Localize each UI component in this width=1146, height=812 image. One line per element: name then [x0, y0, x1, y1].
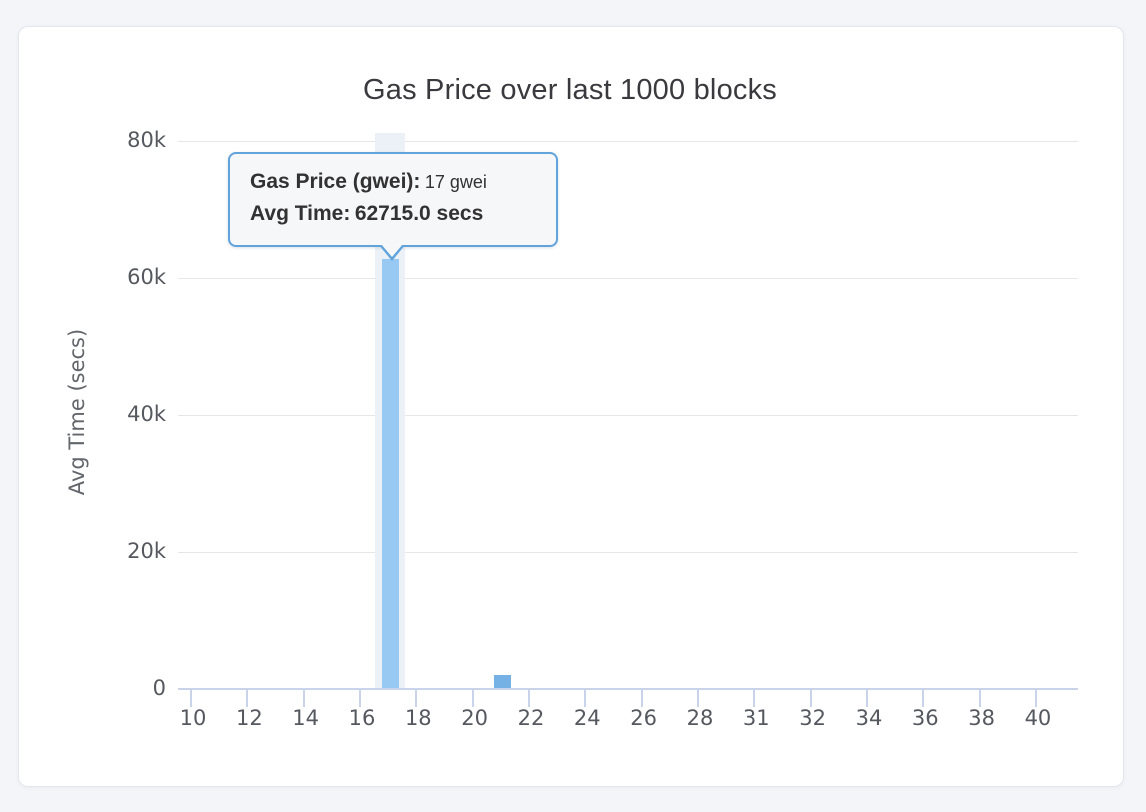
tooltip-avg-time-label: Avg Time:: [250, 202, 351, 225]
x-axis-tick-label: 26: [630, 706, 657, 730]
x-axis-tick-label: 24: [573, 706, 601, 730]
y-axis-tick-label: 20k: [127, 539, 166, 563]
gridline-60k: [178, 277, 1078, 279]
x-axis-tick: [358, 690, 361, 707]
gridline-80k: [178, 140, 1078, 142]
x-axis-tick-label: 32: [799, 706, 826, 730]
x-axis-tick: [1034, 690, 1037, 707]
gridline-40k: [178, 414, 1078, 416]
x-axis-tick-label: 28: [686, 706, 714, 730]
x-axis-line: [178, 688, 1078, 690]
x-axis-tick: [415, 690, 418, 707]
x-axis-tick: [527, 690, 530, 707]
x-axis-tick: [978, 690, 981, 707]
y-axis-title: Avg Time (secs): [65, 328, 89, 496]
x-axis-tick-label: 36: [911, 706, 939, 730]
x-axis-tick-label: 10: [179, 706, 207, 730]
chart-title: Gas Price over last 1000 blocks: [363, 74, 777, 106]
tooltip: Gas Price (gwei): 17 gwei Avg Time: 6271…: [228, 152, 558, 261]
x-axis-tick: [922, 690, 925, 707]
y-axis-tick-label: 40k: [127, 402, 166, 426]
x-axis-tick: [471, 690, 474, 707]
x-axis-tick-label: 22: [517, 706, 545, 730]
x-axis-tick: [865, 690, 868, 707]
tooltip-line-gas-price: Gas Price (gwei): 17 gwei: [250, 167, 556, 199]
x-axis-tick-label: 31: [742, 706, 770, 730]
x-axis-tick-label: 34: [855, 706, 883, 730]
chart-card: [18, 26, 1124, 787]
x-axis-tick-label: 40: [1024, 706, 1052, 730]
x-axis-tick: [302, 690, 305, 707]
x-axis-tick: [584, 690, 587, 707]
x-axis-tick: [696, 690, 699, 707]
x-axis-tick: [809, 690, 812, 707]
y-axis-tick-label: 60k: [127, 265, 166, 289]
x-axis-tick-label: 20: [461, 706, 488, 730]
x-axis-tick: [246, 690, 249, 707]
x-axis-tick-label: 14: [292, 706, 320, 730]
x-axis-tick-label: 18: [404, 706, 432, 730]
x-axis-tick-label: 16: [348, 706, 376, 730]
y-axis-tick-label: 80k: [127, 128, 166, 152]
tooltip-gas-price-value: 17 gwei: [424, 172, 487, 192]
tooltip-avg-time-value: 62715.0 secs: [354, 202, 484, 225]
bar-gas-price-17[interactable]: [381, 259, 399, 689]
bar-gas-price-21[interactable]: [494, 675, 512, 689]
tooltip-gas-price-label: Gas Price (gwei):: [250, 170, 421, 193]
tooltip-arrow-fill: [381, 244, 403, 257]
gridline-20k: [178, 551, 1078, 553]
x-axis-tick: [190, 690, 192, 707]
tooltip-line-avg-time: Avg Time: 62715.0 secs: [250, 199, 556, 231]
x-axis-tick: [753, 690, 756, 707]
x-axis-tick-label: 38: [968, 706, 995, 730]
y-axis-tick-label: 0: [152, 676, 166, 700]
x-axis-tick: [640, 690, 643, 707]
x-axis-tick-label: 12: [235, 706, 263, 730]
